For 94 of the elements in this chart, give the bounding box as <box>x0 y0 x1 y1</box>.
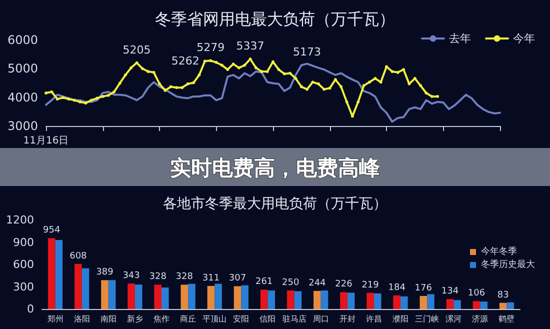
bar <box>420 296 428 309</box>
x-tick-label: 开封 <box>339 314 356 324</box>
text: 实时电费高，电费高峰 <box>170 156 381 180</box>
bar <box>207 286 215 309</box>
bar <box>214 284 222 309</box>
bar <box>134 284 142 309</box>
y-tick-label: 300 <box>13 280 34 294</box>
x-tick-label: 郑州 <box>47 314 64 324</box>
chart-title: 各地市冬季最大用电负荷（万千瓦） <box>163 196 387 212</box>
data-label: 343 <box>122 271 140 282</box>
data-label: 176 <box>414 283 432 294</box>
y-tick-label: 5000 <box>7 62 38 76</box>
bar <box>506 302 514 309</box>
data-label: 134 <box>441 286 459 297</box>
data-label: 5262 <box>171 54 200 68</box>
bar <box>48 238 56 309</box>
bar <box>472 301 480 309</box>
y-tick-label: 1200 <box>6 214 34 226</box>
bar <box>446 299 454 309</box>
legend-label: 冬季历史最大 <box>481 259 535 270</box>
x-tick-label: 洛阳 <box>74 314 90 324</box>
legend-label: 去年 <box>449 32 471 45</box>
legend-label: 今年 <box>513 32 535 45</box>
bar <box>241 285 248 309</box>
data-label: 328 <box>149 272 167 282</box>
x-tick-label: 平顶山 <box>202 314 227 324</box>
bar <box>268 290 276 309</box>
data-label: 83 <box>497 290 509 300</box>
x-tick-label: 南阳 <box>100 314 116 324</box>
bar <box>82 268 90 309</box>
x-tick-label: 濮阳 <box>392 314 408 324</box>
bar <box>340 292 348 309</box>
bar <box>128 284 135 309</box>
data-label: 5337 <box>236 40 264 53</box>
bar <box>294 291 302 309</box>
bar <box>427 294 434 309</box>
y-tick-label: 6000 <box>7 33 38 47</box>
bar <box>108 280 116 309</box>
y-tick-label: 900 <box>13 236 34 249</box>
bar <box>180 284 188 309</box>
x-tick-label: 许昌 <box>366 314 382 324</box>
bar <box>454 300 461 309</box>
bar <box>260 290 268 309</box>
bar <box>154 284 162 309</box>
bar <box>74 264 82 309</box>
y-tick-label: 600 <box>13 258 34 271</box>
x-tick-label: 鹤壁 <box>498 314 515 324</box>
data-label: 226 <box>335 280 353 290</box>
bar <box>400 296 408 309</box>
bar <box>286 290 294 309</box>
legend-label: 今年冬季 <box>481 246 517 257</box>
data-label: 184 <box>388 282 406 293</box>
x-tick-label: 三门峡 <box>415 314 440 324</box>
y-tick-label: 0 <box>27 302 34 316</box>
data-label: 954 <box>43 226 60 236</box>
x-tick-label: 驻马店 <box>282 314 306 324</box>
data-label: 5279 <box>196 41 225 54</box>
data-label: 250 <box>282 278 300 288</box>
y-tick-label: 4000 <box>7 90 38 104</box>
bar <box>480 302 488 309</box>
bar <box>320 290 328 309</box>
data-label: 244 <box>308 278 326 288</box>
data-label: 5205 <box>122 43 151 56</box>
x-tick-label: 商丘 <box>180 314 196 324</box>
data-label: 608 <box>70 251 88 262</box>
x-tick-label: 焦作 <box>154 314 170 324</box>
x-tick-label: 周口 <box>312 314 329 324</box>
bar <box>499 302 507 309</box>
data-label: 106 <box>468 288 486 299</box>
x-tick-label: 安阳 <box>233 314 250 324</box>
chart-title: 冬季省网用电最大负荷（万千瓦） <box>155 10 395 28</box>
bar <box>347 292 355 309</box>
x-tick-label: 漯河 <box>446 314 462 324</box>
bar <box>393 295 400 309</box>
bar <box>366 292 374 309</box>
bar <box>188 284 196 309</box>
data-label: 389 <box>96 268 114 278</box>
data-label: 219 <box>362 280 380 290</box>
y-tick-label: 3000 <box>7 119 38 133</box>
bar <box>314 290 321 309</box>
x-tick-label: 新乡 <box>126 314 143 324</box>
data-label: 328 <box>176 272 194 282</box>
x-tick-label: 11月16日 <box>23 136 69 146</box>
x-tick-label: 济源 <box>472 314 488 324</box>
bar <box>55 240 63 309</box>
bar <box>101 280 108 309</box>
bar <box>374 293 382 309</box>
data-label: 261 <box>255 277 273 288</box>
data-label: 307 <box>228 274 246 284</box>
x-tick-label: 信阳 <box>260 314 276 324</box>
bar <box>162 287 169 309</box>
data-label: 5173 <box>293 46 322 59</box>
bar <box>234 286 242 309</box>
data-label: 311 <box>202 273 220 284</box>
